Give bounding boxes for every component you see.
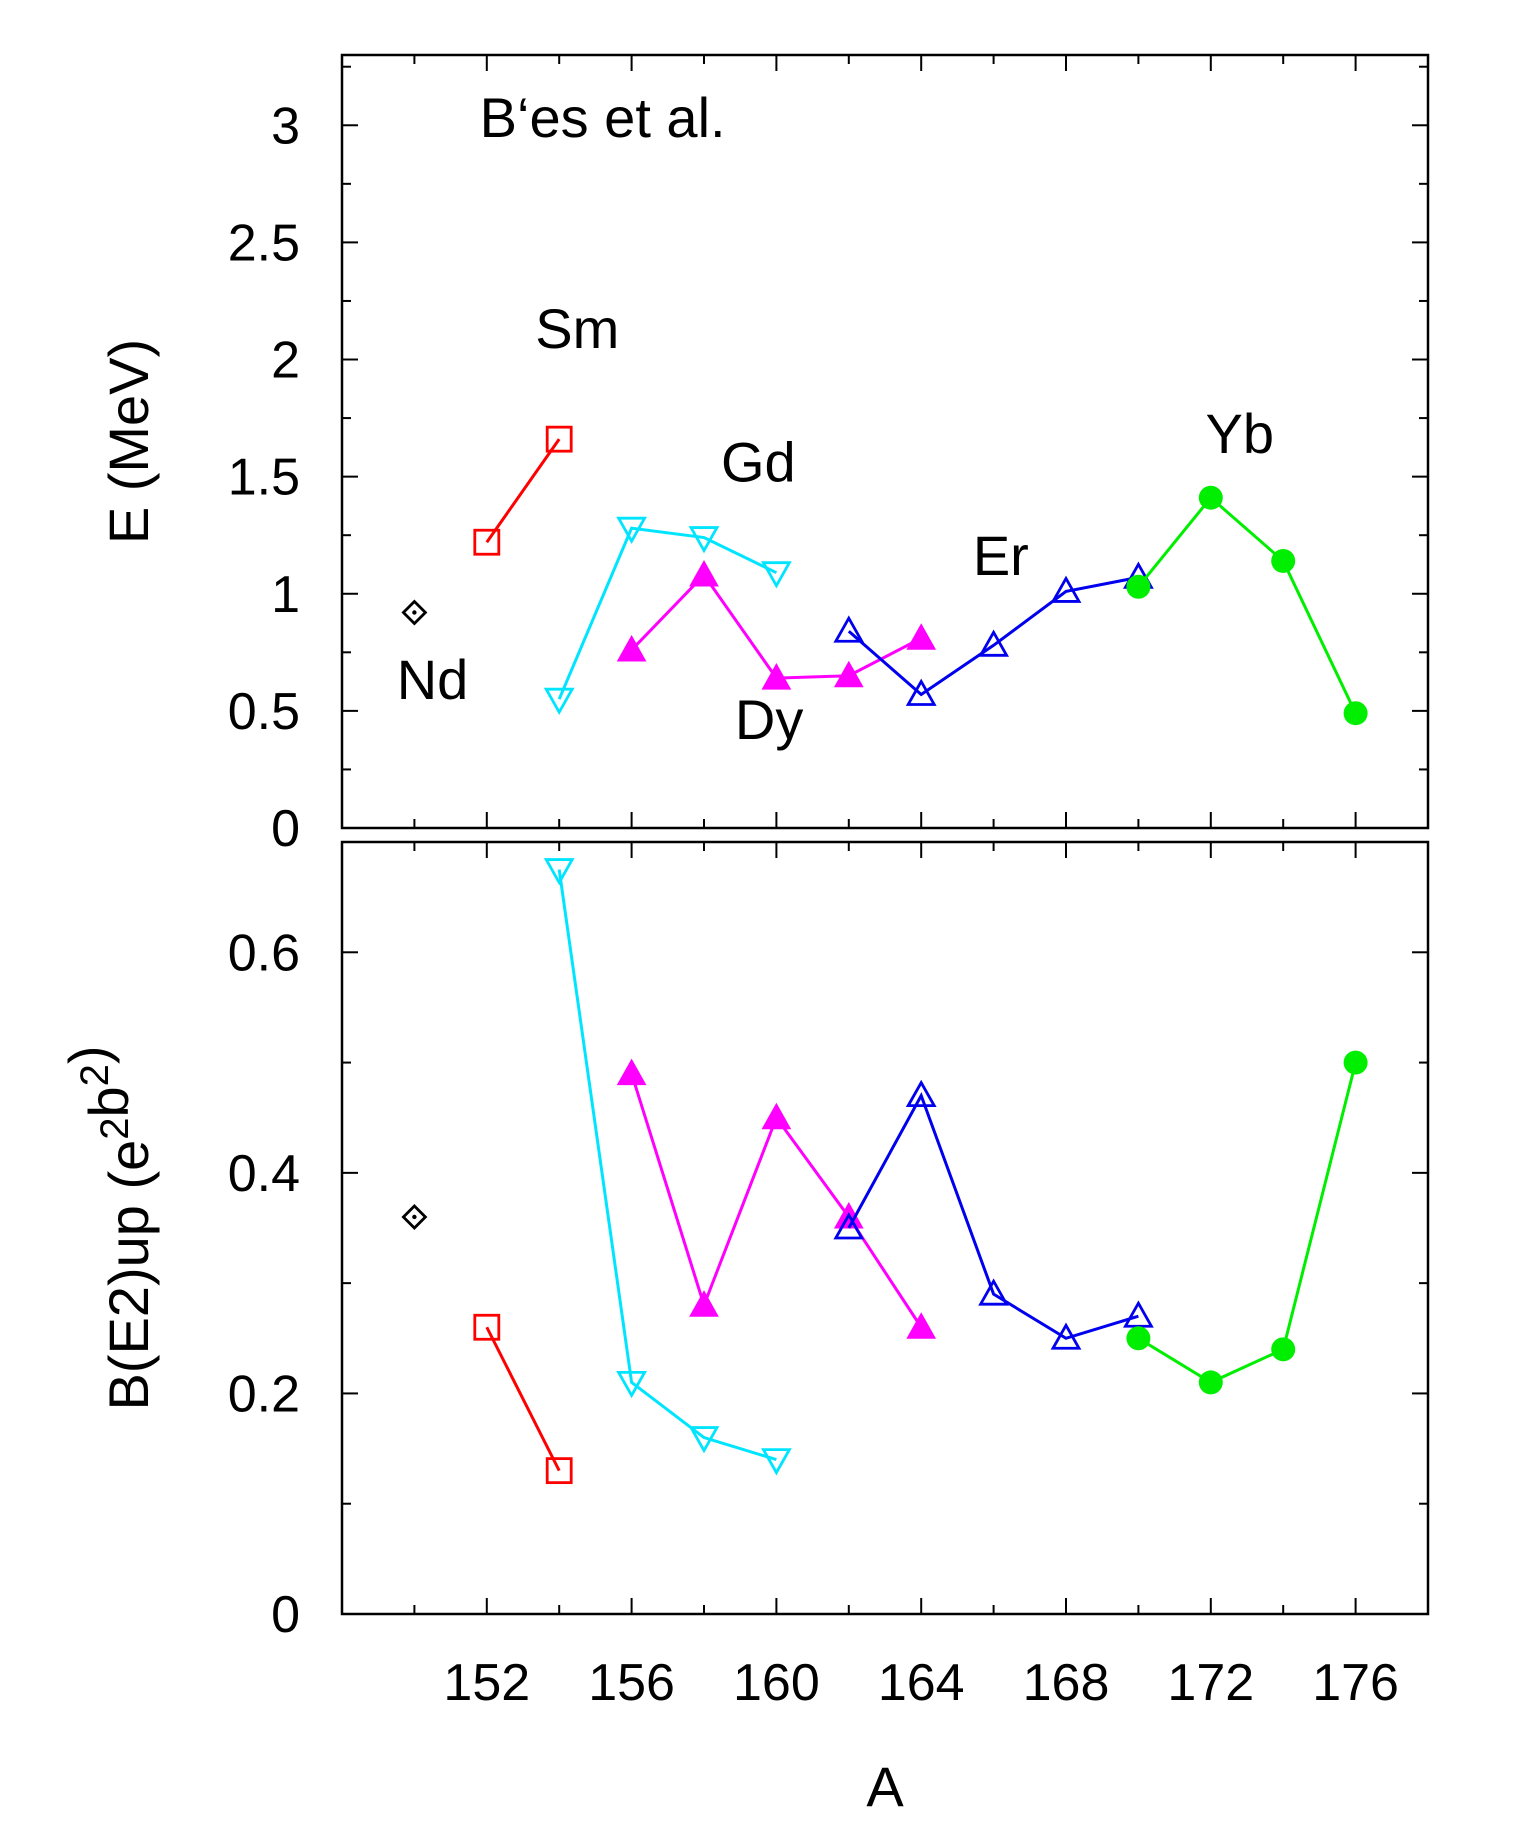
bottom-series-line-sm (485, 1326, 561, 1472)
bottom-series-line-gd (557, 869, 777, 1462)
bottom-ytick-label: 0 (271, 1586, 300, 1644)
data-point-top-sm-0 (473, 528, 501, 556)
data-point-top-yb-1 (1198, 485, 1223, 510)
top-ytick-label: 2 (271, 332, 300, 390)
top-series-line-dy (630, 572, 922, 680)
data-point-bottom-er-3 (1050, 1322, 1082, 1350)
top-ytick-label: 0 (271, 800, 300, 858)
data-point-bottom-er-4 (1123, 1300, 1154, 1328)
annotation-yb: Yb (1206, 402, 1275, 465)
data-point-bottom-dy-0 (616, 1058, 647, 1086)
top-panel: 0 0.5 1 1.5 2 2.5 3 E (MeV) B‘es et al. Sm Gd Nd Dy E… (97, 53, 1430, 858)
top-ylabel: E (MeV) (97, 339, 160, 544)
xtick-label: 164 (878, 1654, 965, 1712)
data-point-bottom-gd-2 (688, 1426, 720, 1454)
annotation-besetal: B‘es et al. (480, 86, 726, 149)
data-point-bottom-dy-2 (761, 1102, 792, 1130)
data-point-bottom-nd-0 (401, 1203, 428, 1230)
data-point-top-dy-3 (833, 660, 864, 688)
data-point-top-er-0 (833, 615, 865, 643)
data-point-bottom-dy-1 (689, 1290, 719, 1317)
data-point-center-top-nd (412, 610, 417, 615)
xtick-label: 156 (588, 1654, 675, 1712)
top-ytick-label: 1.5 (228, 449, 300, 507)
bottom-series-line-yb (1137, 1062, 1358, 1385)
top-series-line-gd (557, 526, 778, 700)
bottom-plot-frame (340, 840, 1430, 1616)
data-point-top-yb-3 (1343, 701, 1368, 726)
top-ytick-label: 1 (271, 566, 300, 624)
data-point-bottom-sm-1 (545, 1457, 573, 1485)
data-point-bottom-gd-0 (543, 858, 575, 886)
data-point-top-dy-2 (761, 663, 792, 690)
data-point-top-er-2 (978, 629, 1009, 657)
data-point-bottom-sm-0 (473, 1313, 501, 1341)
bottom-ytick-label: 0.6 (228, 924, 300, 982)
annotation-sm: Sm (535, 297, 619, 360)
data-point-top-dy-0 (616, 634, 647, 662)
data-point-bottom-dy-4 (906, 1312, 937, 1339)
data-point-bottom-er-2 (978, 1278, 1009, 1306)
data-point-bottom-gd-1 (616, 1371, 647, 1399)
data-point-top-er-1 (905, 678, 937, 706)
data-point-top-nd-0 (401, 599, 428, 626)
xtick-label: 176 (1312, 1654, 1399, 1712)
xlabel: A (866, 1755, 904, 1818)
data-point-top-gd-1 (616, 516, 647, 545)
data-point-bottom-yb-0 (1126, 1326, 1151, 1351)
data-point-bottom-yb-3 (1343, 1050, 1368, 1075)
data-point-top-yb-2 (1271, 548, 1296, 573)
data-point-top-gd-3 (761, 561, 792, 589)
data-point-bottom-gd-3 (761, 1448, 792, 1476)
annotation-gd: Gd (721, 430, 796, 493)
xtick-label: 172 (1167, 1654, 1254, 1712)
data-point-top-dy-4 (906, 623, 937, 650)
xtick-label: 152 (443, 1654, 530, 1712)
bottom-ytick-label: 0.2 (228, 1365, 300, 1423)
data-point-top-gd-2 (688, 526, 720, 554)
annotation-er: Er (973, 524, 1029, 587)
data-point-bottom-er-1 (905, 1079, 937, 1108)
xtick-label: 168 (1023, 1654, 1110, 1712)
top-ytick-label: 3 (271, 97, 300, 155)
data-point-top-yb-0 (1126, 574, 1151, 599)
bottom-ytick-label: 0.4 (228, 1145, 300, 1203)
top-ytick-label: 2.5 (228, 214, 300, 272)
data-point-top-gd-0 (543, 687, 575, 716)
annotation-nd: Nd (397, 648, 469, 711)
top-ytick-label: 0.5 (228, 683, 300, 741)
data-point-top-dy-1 (689, 559, 719, 587)
bottom-series-line-er (847, 1092, 1139, 1340)
data-point-center-bottom-nd (412, 1214, 417, 1220)
top-series-line-yb (1137, 495, 1357, 714)
bottom-ylabel: B(E2)up (e2b2) (57, 1045, 160, 1410)
top-series-line-er (847, 575, 1139, 697)
xtick-label: 160 (733, 1654, 820, 1712)
data-point-top-sm-1 (545, 425, 573, 453)
data-point-bottom-yb-2 (1271, 1337, 1296, 1362)
data-point-bottom-yb-1 (1198, 1370, 1223, 1395)
data-point-top-er-3 (1050, 575, 1082, 603)
top-series-line-sm (485, 438, 561, 544)
top-plot-frame (340, 53, 1430, 830)
bottom-panel: 0 0.2 0.4 0.6 152 156 160 164 168 172 176 B(E2)up (… (57, 840, 1430, 1818)
annotation-dy: Dy (735, 688, 803, 751)
data-point-bottom-er-0 (833, 1212, 865, 1240)
